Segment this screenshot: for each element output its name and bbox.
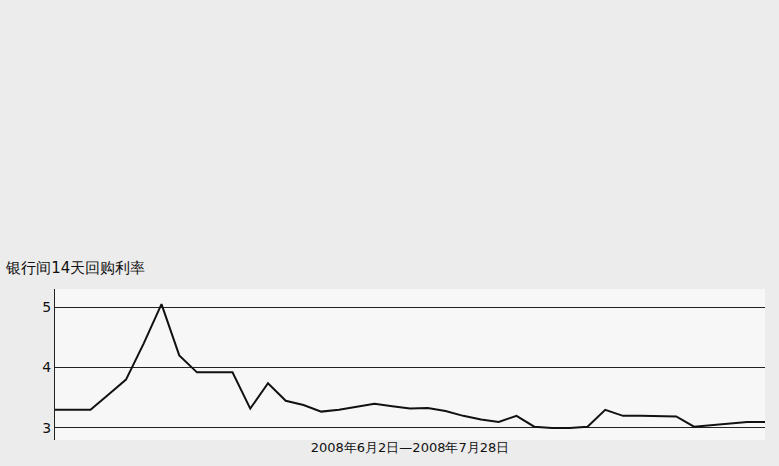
- svg-text:3: 3: [42, 420, 51, 436]
- svg-text:5: 5: [42, 299, 51, 315]
- svg-text:银行间14天回购利率: 银行间14天回购利率: [5, 259, 145, 277]
- svg-text:4: 4: [42, 359, 51, 375]
- svg-text:2008年6月2日—2008年7月28日: 2008年6月2日—2008年7月28日: [311, 440, 510, 455]
